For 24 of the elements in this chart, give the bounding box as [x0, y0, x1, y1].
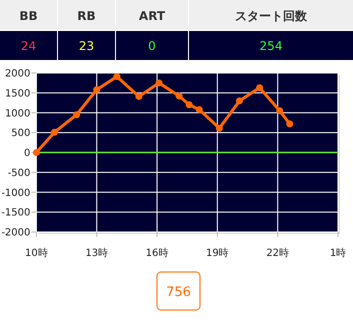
category-label: ART — [138, 9, 166, 23]
data-label: 23 — [78, 39, 94, 53]
text: 756 — [166, 285, 191, 300]
y-tick-label: 1000 — [4, 108, 30, 120]
x-tick-label: 22時 — [266, 247, 290, 259]
category-label: RB — [77, 9, 96, 23]
x-tick-label: 1時 — [330, 247, 346, 259]
data-label: 254 — [260, 39, 282, 53]
category-label: スタート回数 — [235, 9, 308, 23]
x-tick-label: 13時 — [85, 247, 108, 259]
y-tick-label: 1500 — [4, 88, 30, 100]
data-label: 24 — [20, 39, 36, 53]
y-tick-label: -2000 — [1, 228, 30, 238]
x-tick-label: 16時 — [146, 247, 168, 259]
x-tick-label: 10時 — [25, 247, 48, 259]
y-tick-label: -500 — [8, 168, 30, 179]
x-tick-label: 19時 — [206, 247, 229, 259]
y-tick-label: 0 — [24, 148, 30, 159]
y-tick-label: 500 — [11, 128, 30, 140]
y-tick-label: -1000 — [1, 188, 30, 199]
y-tick-label: 2000 — [4, 68, 30, 80]
y-tick-label: -1500 — [1, 208, 30, 219]
data-label: 0 — [148, 39, 156, 53]
category-label: BB — [19, 9, 38, 23]
